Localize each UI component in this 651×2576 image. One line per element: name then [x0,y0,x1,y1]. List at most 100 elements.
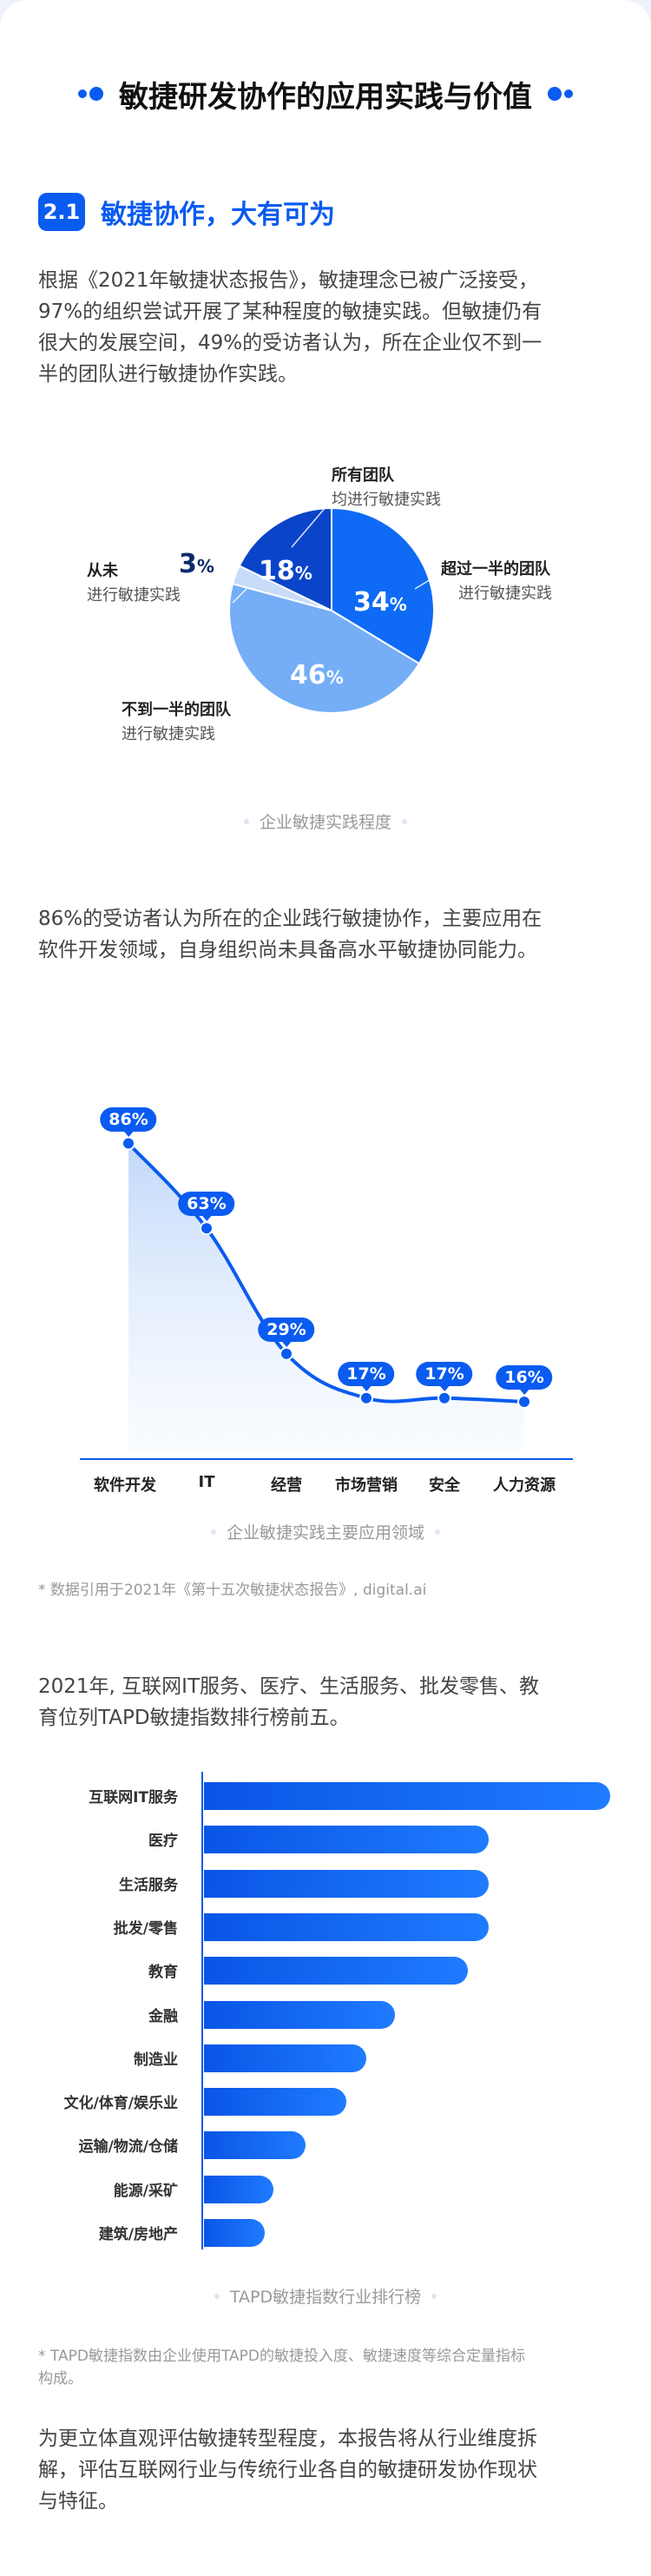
ranking-line: 2021年, 互联网IT服务、医疗、生活服务、批发零售、教 [38,1675,539,1698]
closing-paragraph: 为更立体直观评估敏捷转型程度，本报告将从行业维度拆 解，评估互联网行业与传统行业… [38,2423,616,2517]
pie-slice-less-than-half [228,582,421,714]
hbar-bar [204,2044,367,2072]
caption-dot-icon [214,2293,220,2299]
line-x-tick-label: 安全 [429,1476,460,1495]
pie-slice-all-teams [238,506,332,612]
hbar-category-label: 文化/体育/娱乐业 [63,2095,178,2113]
hbar-caption: TAPD敏捷指数行业排行榜 [0,2284,651,2308]
caption-dot-icon [243,818,249,824]
hbar-bar [204,1782,610,1810]
hbar-axis [201,1772,203,2249]
hbar-bar [204,1957,469,1985]
pie-label-more-than-half: 超过一半的团队 进行敏捷实践 [441,560,552,603]
pie-leader-more-than-half [414,572,442,590]
hbar-category-label: 生活服务 [119,1876,178,1894]
section-header: 2.1 敏捷协作，大有可为 [38,191,335,233]
line-data-label: 17% [338,1361,395,1391]
line-x-tick-label: 人力资源 [493,1476,556,1495]
ranking-paragraph: 2021年, 互联网IT服务、医疗、生活服务、批发零售、教 育位列TAPD敏捷指… [38,1671,616,1734]
caption-dot-icon [431,2293,437,2299]
line-data-label: 63% [178,1192,235,1222]
line-point [279,1346,293,1361]
intro-line: 半的团队进行敏捷协作实践。 [38,363,298,386]
line-x-tick-label: 软件开发 [94,1476,156,1495]
line-data-label: 17% [416,1361,473,1391]
line-data-label: 16% [496,1365,553,1395]
hbar-row: 医疗 [0,1824,651,1855]
hbar-row: 互联网IT服务 [0,1780,651,1812]
pie-slice-more-than-half [331,506,435,665]
usage-line: 软件开发领域，自身组织尚未具备高水平敏捷协同能力。 [38,939,537,961]
hbar-bar [204,2175,273,2203]
intro-paragraph: 根据《2021年敏捷状态报告》，敏捷理念已被广泛接受， 97%的组织尝试开展了某… [38,265,616,390]
caption-dot-icon [210,1529,216,1535]
line-point [359,1390,373,1405]
line-source-note: * 数据引用于2021年《第十五次敏捷状态报告》, digital.ai [38,1582,427,1599]
caption-dot-icon [402,818,407,824]
line-chart: 86% 软件开发 63% IT 29% 经营 17% 市场营销 17% 安全 16% 人力资源 [0,999,651,1495]
pie-leader-less-than-half [227,675,254,706]
hbar-row: 建筑/房地产 [0,2217,651,2249]
hbar-category-label: 金融 [148,2007,178,2025]
section-title: 敏捷协作，大有可为 [101,200,335,230]
caption-dot-icon [435,1529,440,1535]
hbar-row: 批发/零售 [0,1912,651,1943]
pie-chart: 所有团队 均进行敏捷实践 超过一半的团队 进行敏捷实践 从未 进行敏捷实践 不到一半的… [0,452,651,747]
hbar-category-label: 制造业 [134,2051,178,2069]
hbar-bar [204,2000,395,2029]
line-caption: 企业敏捷实践主要应用领域 [0,1520,651,1543]
pie-value-never: 3% [179,549,214,579]
hbar-row: 金融 [0,1999,651,2031]
hbar-row: 制造业 [0,2043,651,2074]
ranking-line: 育位列TAPD敏捷指数排行榜前五。 [38,1707,350,1729]
line-data-label: 29% [258,1317,315,1347]
hbar-bar [204,2088,346,2117]
hbar-category-label: 医疗 [148,1833,178,1851]
hbar-category-label: 批发/零售 [113,1919,178,1938]
section-number-badge: 2.1 [38,193,85,231]
pie-value-more-than-half: 34% [353,587,407,618]
hbar-category-label: 建筑/房地产 [98,2226,178,2243]
line-point [517,1395,531,1409]
closing-line: 与特征。 [38,2490,118,2513]
usage-line: 86%的受访者认为所在的企业践行敏捷协作，主要应用在 [38,908,542,930]
usage-paragraph: 86%的受访者认为所在的企业践行敏捷协作，主要应用在 软件开发领域，自身组织尚未… [38,903,616,966]
hbar-row: 文化/体育/娱乐业 [0,2086,651,2117]
hbar-row: 运输/物流/仓储 [0,2130,651,2161]
title-row: 敏捷研发协作的应用实践与价值 [35,69,616,118]
pie-caption: 企业敏捷实践程度 [0,809,651,833]
hbar-chart: 互联网IT服务医疗生活服务批发/零售教育金融制造业文化/体育/娱乐业运输/物流/… [0,1772,651,2258]
pie-chart-svg [227,499,442,714]
hbar-category-label: 运输/物流/仓储 [78,2138,178,2157]
pie-leader-all-teams [291,499,332,548]
line-data-label: 86% [100,1106,157,1137]
pie-leader-never [232,588,247,604]
line-point [200,1221,214,1236]
line-x-tick-label: IT [198,1473,215,1491]
hbar-bar [204,1826,489,1854]
pie-value-all-teams: 18% [259,556,312,586]
hbar-category-label: 教育 [148,1964,178,1982]
hbar-bar [204,2219,266,2247]
hbar-row: 教育 [0,1955,651,1986]
line-x-tick-label: 市场营销 [335,1476,398,1495]
hbar-row: 生活服务 [0,1868,651,1899]
intro-line: 97%的组织尝试开展了某种程度的敏捷实践。但敏捷仍有 [38,301,542,323]
pie-value-less-than-half: 46% [290,660,344,690]
pie-label-all-teams: 所有团队 均进行敏捷实践 [332,466,441,509]
line-point [122,1136,135,1151]
closing-line: 解，评估互联网行业与传统行业各自的敏捷研发协作现状 [38,2459,537,2481]
line-chart-svg [80,1136,573,1460]
hbar-category-label: 能源/采矿 [113,2182,178,2200]
line-area-fill [128,1143,524,1450]
hbar-bar [204,1869,489,1898]
closing-line: 为更立体直观评估敏捷转型程度，本报告将从行业维度拆 [38,2427,537,2450]
hbar-source-note: * TAPD敏捷指数由企业使用TAPD的敏捷投入度、敏捷速度等综合定量指标 构成… [38,2348,525,2388]
decor-dots-right-icon [548,87,573,101]
hbar-category-label: 互联网IT服务 [89,1789,178,1807]
line-point [437,1390,451,1405]
decor-dots-left-icon [78,87,103,101]
pie-label-never: 从未 进行敏捷实践 [87,562,181,604]
hbar-bar [204,1912,489,1941]
